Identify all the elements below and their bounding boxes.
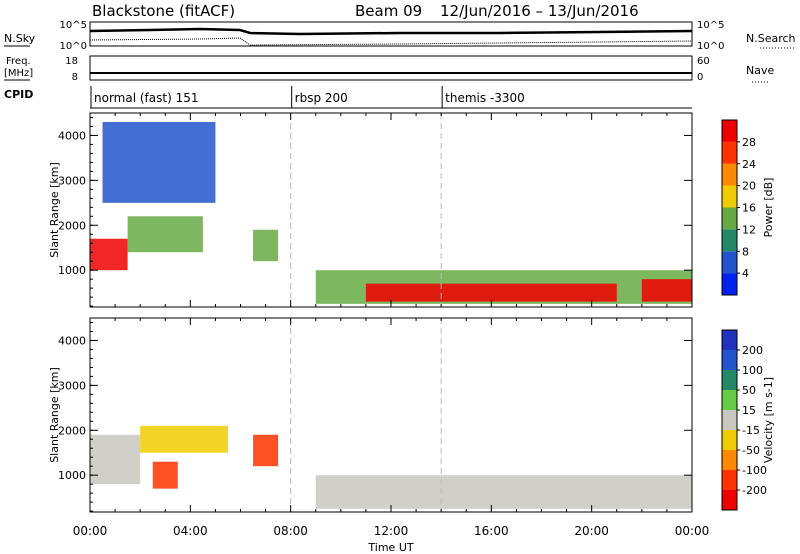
y-tick-label: 2000 xyxy=(58,219,86,232)
freq-tick-top: 18 xyxy=(65,56,78,67)
data-region xyxy=(641,279,692,302)
x-tick-label: 00:00 xyxy=(73,524,108,538)
data-region xyxy=(253,434,279,467)
y-tick-label: 1000 xyxy=(58,469,86,482)
nave-tick-top: 60 xyxy=(697,56,710,67)
colorbar-tick-label: -200 xyxy=(742,484,767,497)
data-region xyxy=(127,216,203,253)
colorbar-tick-label: 20 xyxy=(742,180,756,193)
nsearch-tick-bottom: 10^0 xyxy=(697,41,724,52)
colorbar-swatch xyxy=(722,273,737,295)
y-tick-label: 3000 xyxy=(58,174,86,187)
colorbar-tick-label: -100 xyxy=(742,464,767,477)
colorbar-swatch xyxy=(722,251,737,274)
cpid-label: CPID xyxy=(4,88,33,101)
colorbar-tick-label: 200 xyxy=(742,344,763,357)
nsky-trace xyxy=(89,27,693,36)
data-region xyxy=(140,425,228,453)
colorbar-swatch xyxy=(722,229,737,252)
data-region xyxy=(102,121,216,203)
cpid-segment-label: normal (fast) 151 xyxy=(94,91,198,105)
y-tick-label: 1000 xyxy=(58,264,86,277)
cpid-segment-label: themis -3300 xyxy=(445,91,525,105)
data-region xyxy=(90,238,128,271)
nave-tick-bottom: 0 xyxy=(697,72,703,83)
colorbar-swatch xyxy=(722,120,737,142)
nsky-tick-bottom: 10^0 xyxy=(60,41,87,52)
nave-label: Nave xyxy=(746,64,774,77)
date-range: 12/Jun/2016 – 13/Jun/2016 xyxy=(440,2,639,20)
colorbar-tick-label: -50 xyxy=(742,444,760,457)
x-tick-label: 16:00 xyxy=(474,524,509,538)
x-axis-label: Time UT xyxy=(367,541,413,554)
y-tick-label: 4000 xyxy=(58,334,86,347)
colorbar-tick-label: 12 xyxy=(742,223,756,236)
colorbar-swatch xyxy=(722,410,737,430)
colorbar-swatch xyxy=(722,390,737,410)
colorbar-swatch xyxy=(722,490,737,510)
colorbar-label: Velocity [m s-1] xyxy=(762,377,775,463)
colorbar-tick-label: 100 xyxy=(742,364,763,377)
y-axis-label: Slant Range [km] xyxy=(48,367,61,463)
nsky-tick-top: 10^5 xyxy=(60,20,87,31)
velocity-panel: 1000 2000 3000 4000 Slant Range [km] xyxy=(48,317,693,513)
y-tick-label: 3000 xyxy=(58,379,86,392)
colorbar-tick-label: 24 xyxy=(742,158,756,171)
colorbar-swatch xyxy=(722,141,737,164)
colorbar-swatch xyxy=(722,350,737,370)
beam-label: Beam 09 xyxy=(355,2,422,20)
x-tick-label: 12:00 xyxy=(374,524,409,538)
data-region xyxy=(365,283,617,302)
y-axis-label: Slant Range [km] xyxy=(48,162,61,258)
velocity-colorbar: 200 100 50 15 -15 -50 -100 -200 Velocity [m s-1] xyxy=(721,329,775,511)
colorbar-tick-label: 15 xyxy=(742,404,756,417)
nsearch-label: N.Search xyxy=(746,32,796,45)
cpid-segment-label: rbsp 200 xyxy=(295,91,348,105)
colorbar-swatch xyxy=(722,163,737,186)
y-tick-label: 2000 xyxy=(58,424,86,437)
data-region xyxy=(315,475,692,509)
data-region xyxy=(90,434,141,485)
colorbar-tick-label: 50 xyxy=(742,384,756,397)
colorbar-swatch xyxy=(722,370,737,390)
colorbar-swatch xyxy=(722,330,737,350)
colorbar-swatch xyxy=(722,470,737,490)
x-tick-label: 08:00 xyxy=(273,524,308,538)
x-axis-tick-labels: 00:00 04:00 08:00 12:00 16:00 20:00 00:00 xyxy=(73,524,710,538)
colorbar-tick-label: -15 xyxy=(742,424,760,437)
y-tick-label: 4000 xyxy=(58,129,86,142)
colorbar-swatch xyxy=(722,430,737,450)
x-tick-label: 20:00 xyxy=(574,524,609,538)
colorbar-tick-label: 8 xyxy=(742,245,749,258)
colorbar-swatch xyxy=(722,450,737,470)
colorbar-tick-label: 28 xyxy=(742,136,756,149)
nsearch-trace xyxy=(89,37,693,46)
data-region xyxy=(253,229,279,262)
freq-unit: [MHz] xyxy=(4,68,33,79)
x-tick-label: 04:00 xyxy=(173,524,208,538)
power-panel: 1000 2000 3000 4000 Slant Range [km] xyxy=(48,112,693,308)
nsky-panel xyxy=(89,21,693,47)
power-colorbar: 4 8 12 16 20 24 28 Power [dB] xyxy=(721,119,775,296)
colorbar-swatch xyxy=(722,207,737,230)
freq-tick-bottom: 8 xyxy=(72,72,78,83)
colorbar-swatch xyxy=(722,185,737,208)
colorbar-tick-label: 16 xyxy=(742,202,756,215)
freq-label: Freq. xyxy=(6,56,31,67)
nsky-label: N.Sky xyxy=(4,32,36,45)
x-tick-label: 00:00 xyxy=(675,524,710,538)
plot-title: Blackstone (fitACF) xyxy=(92,2,235,20)
data-region xyxy=(152,461,178,489)
cpid-segments: normal (fast) 151 rbsp 200 themis -3300 xyxy=(90,86,692,109)
nsearch-tick-top: 10^5 xyxy=(697,20,724,31)
colorbar-label: Power [dB] xyxy=(762,178,775,238)
colorbar-tick-label: 4 xyxy=(742,267,749,280)
freq-panel xyxy=(89,55,693,81)
